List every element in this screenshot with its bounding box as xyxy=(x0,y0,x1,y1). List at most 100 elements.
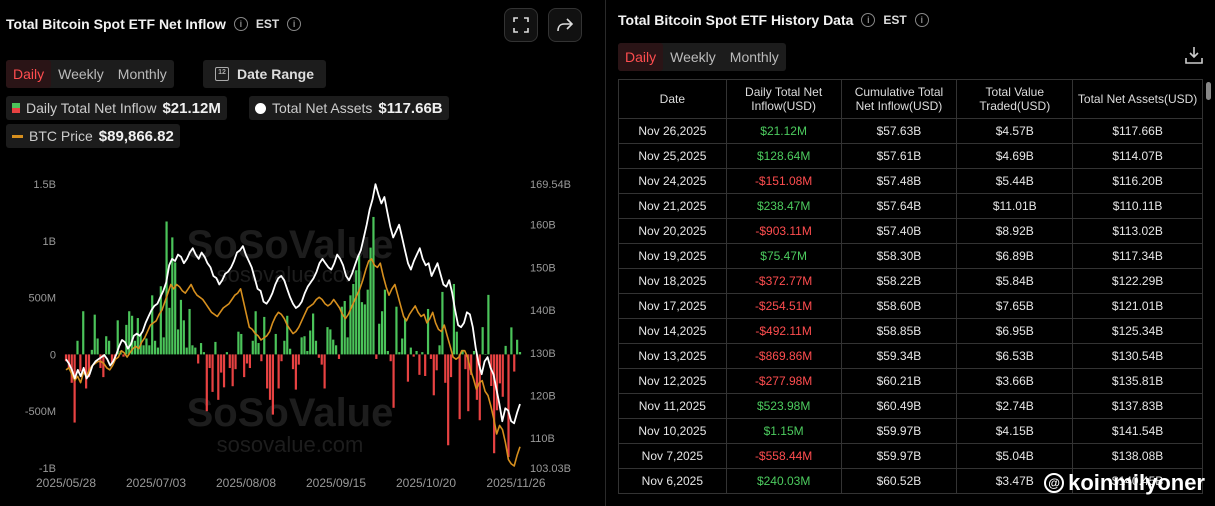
inflow-bar xyxy=(335,345,338,355)
inflow-bar xyxy=(125,324,128,355)
table-scrollbar[interactable] xyxy=(1206,82,1211,100)
inflow-bar xyxy=(418,354,421,375)
fullscreen-icon xyxy=(513,17,529,33)
cell-daily-inflow: $523.98M xyxy=(725,393,842,419)
history-timezone-info-icon[interactable]: i xyxy=(914,13,929,27)
watermark-subtext-2: sosovalue.com xyxy=(217,432,364,457)
inflow-bar xyxy=(159,286,162,355)
timezone-label: EST xyxy=(255,17,280,31)
column-header-value-traded[interactable]: Total Value Traded(USD) xyxy=(956,79,1074,119)
cell-daily-inflow: $240.03M xyxy=(725,468,842,494)
table-row[interactable]: Nov 21,2025 $238.47M $57.64B $11.01B $110.11… xyxy=(618,193,1203,219)
timezone-info-icon[interactable]: i xyxy=(287,17,302,31)
history-tab-weekly[interactable]: Weekly xyxy=(670,49,716,65)
inflow-bar xyxy=(329,329,332,355)
download-icon[interactable] xyxy=(1185,46,1203,64)
inflow-bar xyxy=(205,354,208,412)
y-left-tick-label: -500M xyxy=(25,406,56,418)
fullscreen-button[interactable] xyxy=(504,8,538,42)
legend-assets[interactable]: Total Net Assets $117.66B xyxy=(249,96,449,120)
inflow-bar xyxy=(153,340,157,355)
tab-weekly[interactable]: Weekly xyxy=(58,66,104,82)
inflow-bar xyxy=(142,345,145,355)
history-title-row: Total Bitcoin Spot ETF History Data i ES… xyxy=(618,12,929,28)
inflow-bar xyxy=(372,216,375,355)
cell-net-assets: $140.45B xyxy=(1072,468,1203,494)
table-header-row: Date Daily Total Net Inflow(USD) Cumulat… xyxy=(618,79,1203,119)
cell-value-traded: $5.04B xyxy=(956,443,1074,469)
legend-btc[interactable]: BTC Price $89,866.82 xyxy=(6,124,180,148)
tab-monthly[interactable]: Monthly xyxy=(117,66,167,82)
inflow-bar xyxy=(263,316,266,355)
table-row[interactable]: Nov 20,2025 -$903.11M $57.40B $8.92B $113.02… xyxy=(618,218,1203,244)
cell-daily-inflow: -$558.44M xyxy=(725,443,842,469)
inflow-bar xyxy=(438,345,441,355)
inflow-bar xyxy=(214,341,217,355)
column-header-cumulative-inflow[interactable]: Cumulative Total Net Inflow(USD) xyxy=(840,79,958,119)
x-tick-label: 2025/07/03 xyxy=(126,476,186,490)
table-row[interactable]: Nov 10,2025 $1.15M $59.97B $4.15B $141.54B xyxy=(618,418,1203,444)
inflow-bar xyxy=(412,354,415,357)
inflow-bar xyxy=(231,354,234,387)
table-row[interactable]: Nov 11,2025 $523.98M $60.49B $2.74B $137.83B xyxy=(618,393,1203,419)
inflow-bar xyxy=(151,295,154,355)
table-row[interactable]: Nov 19,2025 $75.47M $58.30B $6.89B $117.34B xyxy=(618,243,1203,269)
cell-daily-inflow: -$492.11M xyxy=(725,318,842,344)
date-range-button[interactable]: 12 Date Range xyxy=(203,60,327,88)
column-header-daily-inflow[interactable]: Daily Total Net Inflow(USD) xyxy=(725,79,842,119)
y-right-tick-label: 130B xyxy=(530,348,556,360)
table-row[interactable]: Nov 14,2025 -$492.11M $58.85B $6.95B $125.34… xyxy=(618,318,1203,344)
inflow-bar xyxy=(424,354,427,376)
cell-date: Nov 20,2025 xyxy=(618,218,727,244)
cell-value-traded: $5.44B xyxy=(956,168,1074,194)
inflow-bar xyxy=(470,354,473,375)
table-body: Nov 26,2025 $21.12M $57.63B $4.57B $117.66B N… xyxy=(618,118,1203,494)
watermark-subtext: sosovalue.com xyxy=(217,262,364,287)
history-tab-daily[interactable]: Daily xyxy=(618,43,664,71)
history-tab-monthly[interactable]: Monthly xyxy=(729,49,779,65)
table-row[interactable]: Nov 24,2025 -$151.08M $57.48B $5.44B $116.20… xyxy=(618,168,1203,194)
table-row[interactable]: Nov 12,2025 -$277.98M $60.21B $3.66B $135.81… xyxy=(618,368,1203,394)
column-header-date[interactable]: Date xyxy=(618,79,727,119)
inflow-bar xyxy=(182,320,185,355)
inflow-bar xyxy=(357,255,361,355)
inflow-bar xyxy=(171,237,174,355)
table-row[interactable]: Nov 26,2025 $21.12M $57.63B $4.57B $117.66B xyxy=(618,118,1203,144)
inflow-bar xyxy=(145,338,148,355)
cell-daily-inflow: $128.64M xyxy=(725,143,842,169)
history-info-icon[interactable]: i xyxy=(861,13,876,27)
table-row[interactable]: Nov 7,2025 -$558.44M $59.97B $5.04B $138.08B xyxy=(618,443,1203,469)
inflow-bar xyxy=(280,354,283,362)
overlay-watermark: @ koinmilyoner xyxy=(1044,470,1205,496)
inflow-bar xyxy=(257,343,260,355)
cell-cumulative-inflow: $58.22B xyxy=(840,268,958,294)
cell-date: Nov 13,2025 xyxy=(618,343,727,369)
inflow-bar xyxy=(478,354,481,421)
inflow-bar xyxy=(283,340,286,355)
table-row[interactable]: Nov 17,2025 -$254.51M $58.60B $7.65B $121.01… xyxy=(618,293,1203,319)
cell-cumulative-inflow: $60.52B xyxy=(840,468,958,494)
btc-swatch xyxy=(12,134,23,138)
table-row[interactable]: Nov 18,2025 -$372.77M $58.22B $5.84B $122.29… xyxy=(618,268,1203,294)
legend-inflow[interactable]: Daily Total Net Inflow $21.12M xyxy=(6,96,227,120)
cell-cumulative-inflow: $60.21B xyxy=(840,368,958,394)
legend-btc-value: $89,866.82 xyxy=(98,127,174,145)
cell-cumulative-inflow: $58.60B xyxy=(840,293,958,319)
inflow-bar xyxy=(271,354,274,415)
table-row[interactable]: Nov 6,2025 $240.03M $60.52B $3.47B $140.45B xyxy=(618,468,1203,494)
share-button[interactable] xyxy=(548,8,582,42)
cell-net-assets: $110.11B xyxy=(1072,193,1203,219)
info-icon[interactable]: i xyxy=(233,17,248,31)
column-header-net-assets[interactable]: Total Net Assets(USD) xyxy=(1072,79,1203,119)
table-row[interactable]: Nov 13,2025 -$869.86M $59.34B $6.53B $130.54… xyxy=(618,343,1203,369)
cell-net-assets: $114.07B xyxy=(1072,143,1203,169)
cell-net-assets: $116.20B xyxy=(1072,168,1203,194)
cell-date: Nov 17,2025 xyxy=(618,293,727,319)
inflow-bar xyxy=(475,354,478,400)
cell-cumulative-inflow: $57.61B xyxy=(840,143,958,169)
inflow-bar xyxy=(274,333,277,355)
cell-net-assets: $113.02B xyxy=(1072,218,1203,244)
tab-daily[interactable]: Daily xyxy=(6,60,52,88)
table-row[interactable]: Nov 25,2025 $128.64M $57.61B $4.69B $114.07B xyxy=(618,143,1203,169)
inflow-bar xyxy=(136,318,139,355)
